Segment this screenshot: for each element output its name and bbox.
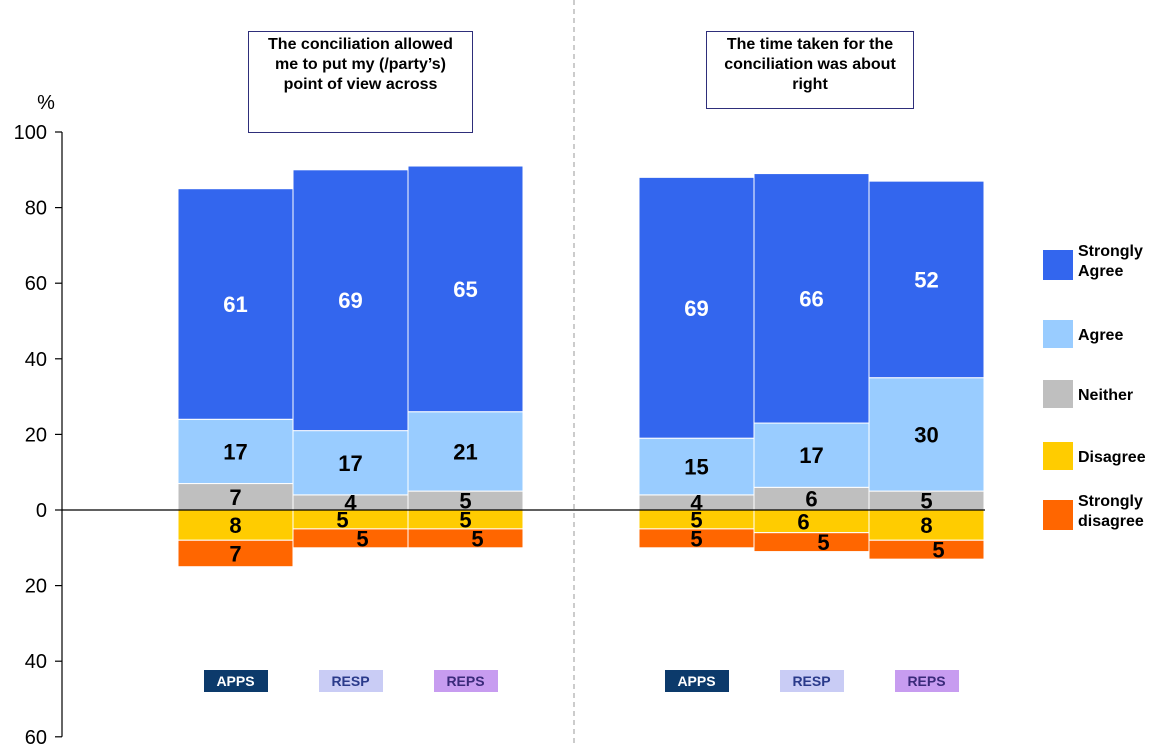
legend-swatch-neither: [1043, 380, 1073, 408]
bar-agree: [753, 422, 870, 488]
bar-strongly-agree: [868, 180, 985, 379]
data-label-strongly-disagree: 5: [356, 526, 368, 551]
category-tag-resp: RESP: [318, 670, 383, 692]
data-label-strongly-agree: 69: [338, 288, 362, 313]
bar-agree: [407, 411, 524, 492]
data-label-agree: 17: [223, 439, 247, 464]
y-tick-label: 100: [14, 122, 47, 144]
data-label-strongly-disagree: 7: [229, 541, 241, 566]
data-label-strongly-agree: 52: [914, 267, 938, 292]
bar-strongly-disagree: [407, 528, 524, 549]
bar-strongly-disagree: [177, 539, 294, 568]
data-label-strongly-agree: 69: [684, 296, 708, 321]
y-tick-label: 20: [25, 576, 47, 598]
category-tag-apps: APPS: [664, 670, 729, 692]
legend-label-disagree: Disagree: [1078, 449, 1146, 466]
data-label-neither: 4: [690, 490, 703, 515]
legend-swatch-strongly-disagree: [1043, 500, 1073, 530]
group-title-time-taken: The time taken for the conciliation was …: [706, 31, 914, 109]
data-label-strongly-disagree: 5: [932, 538, 944, 563]
data-label-agree: 30: [914, 422, 938, 447]
bar-agree: [868, 377, 985, 492]
category-tag-apps: APPS: [203, 670, 268, 692]
data-label-strongly-agree: 66: [799, 286, 823, 311]
value-labels-layer: 7176187417695552165554156955617666553052…: [223, 267, 944, 566]
bar-strongly-disagree: [868, 539, 985, 560]
y-tick-label: 60: [25, 727, 47, 747]
y-tick-label: 0: [36, 500, 47, 522]
legend-swatch-disagree: [1043, 442, 1073, 470]
category-tag-resp: RESP: [779, 670, 844, 692]
bar-strongly-agree: [753, 173, 870, 424]
data-label-neither: 5: [920, 489, 932, 514]
legend-label-strongly-agree: Agree: [1078, 263, 1123, 280]
data-label-neither: 4: [344, 490, 357, 515]
bar-strongly-agree: [407, 165, 524, 413]
data-label-neither: 6: [805, 487, 817, 512]
data-label-strongly-disagree: 5: [817, 530, 829, 555]
data-label-neither: 7: [229, 485, 241, 510]
legend-swatch-strongly-agree: [1043, 250, 1073, 280]
bar-agree: [177, 418, 294, 485]
data-label-strongly-disagree: 5: [471, 526, 483, 551]
bar-strongly-agree: [292, 169, 409, 432]
bar-strongly-disagree: [753, 532, 870, 553]
bar-disagree: [177, 509, 294, 541]
data-label-agree: 21: [453, 439, 477, 464]
y-tick-label: 60: [25, 273, 47, 295]
data-label-disagree: 5: [690, 507, 702, 532]
bar-strongly-disagree: [292, 528, 409, 549]
data-label-agree: 17: [338, 451, 362, 476]
y-tick-label: 20: [25, 424, 47, 446]
data-label-disagree: 8: [920, 513, 932, 538]
legend: Strongly Agree Agree Neither Disagree Strongl…: [1043, 243, 1146, 530]
data-label-neither: 5: [459, 489, 471, 514]
y-axis: 100 80 60 40 20 0 20 40 60: [14, 122, 63, 747]
data-label-disagree: 5: [459, 507, 471, 532]
data-label-disagree: 8: [229, 513, 241, 538]
data-label-strongly-agree: 61: [223, 292, 247, 317]
group-title-point-of-view: The conciliation allowed me to put my (/…: [248, 31, 473, 133]
legend-label-neither: Neither: [1078, 387, 1133, 404]
y-axis-label: %: [37, 92, 55, 114]
y-tick-label: 80: [25, 198, 47, 220]
legend-label-strongly-disagree: Strongly: [1078, 493, 1143, 510]
data-label-disagree: 6: [797, 509, 809, 534]
legend-label-agree: Agree: [1078, 327, 1123, 344]
y-tick-label: 40: [25, 349, 47, 371]
bar-strongly-agree: [638, 176, 755, 439]
category-tag-reps: REPS: [433, 670, 498, 692]
category-tag-reps: REPS: [894, 670, 959, 692]
legend-label-strongly-disagree: disagree: [1078, 513, 1144, 530]
bars-layer: [177, 165, 985, 568]
legend-label-strongly-agree: Strongly: [1078, 243, 1143, 260]
data-label-strongly-agree: 65: [453, 277, 477, 302]
legend-swatch-agree: [1043, 320, 1073, 348]
bar-neither: [177, 483, 294, 511]
data-label-agree: 15: [684, 455, 708, 480]
bar-agree: [638, 437, 755, 496]
data-label-agree: 17: [799, 443, 823, 468]
data-label-disagree: 5: [336, 507, 348, 532]
bar-disagree: [753, 509, 870, 534]
y-tick-label: 40: [25, 651, 47, 673]
data-label-strongly-disagree: 5: [690, 526, 702, 551]
